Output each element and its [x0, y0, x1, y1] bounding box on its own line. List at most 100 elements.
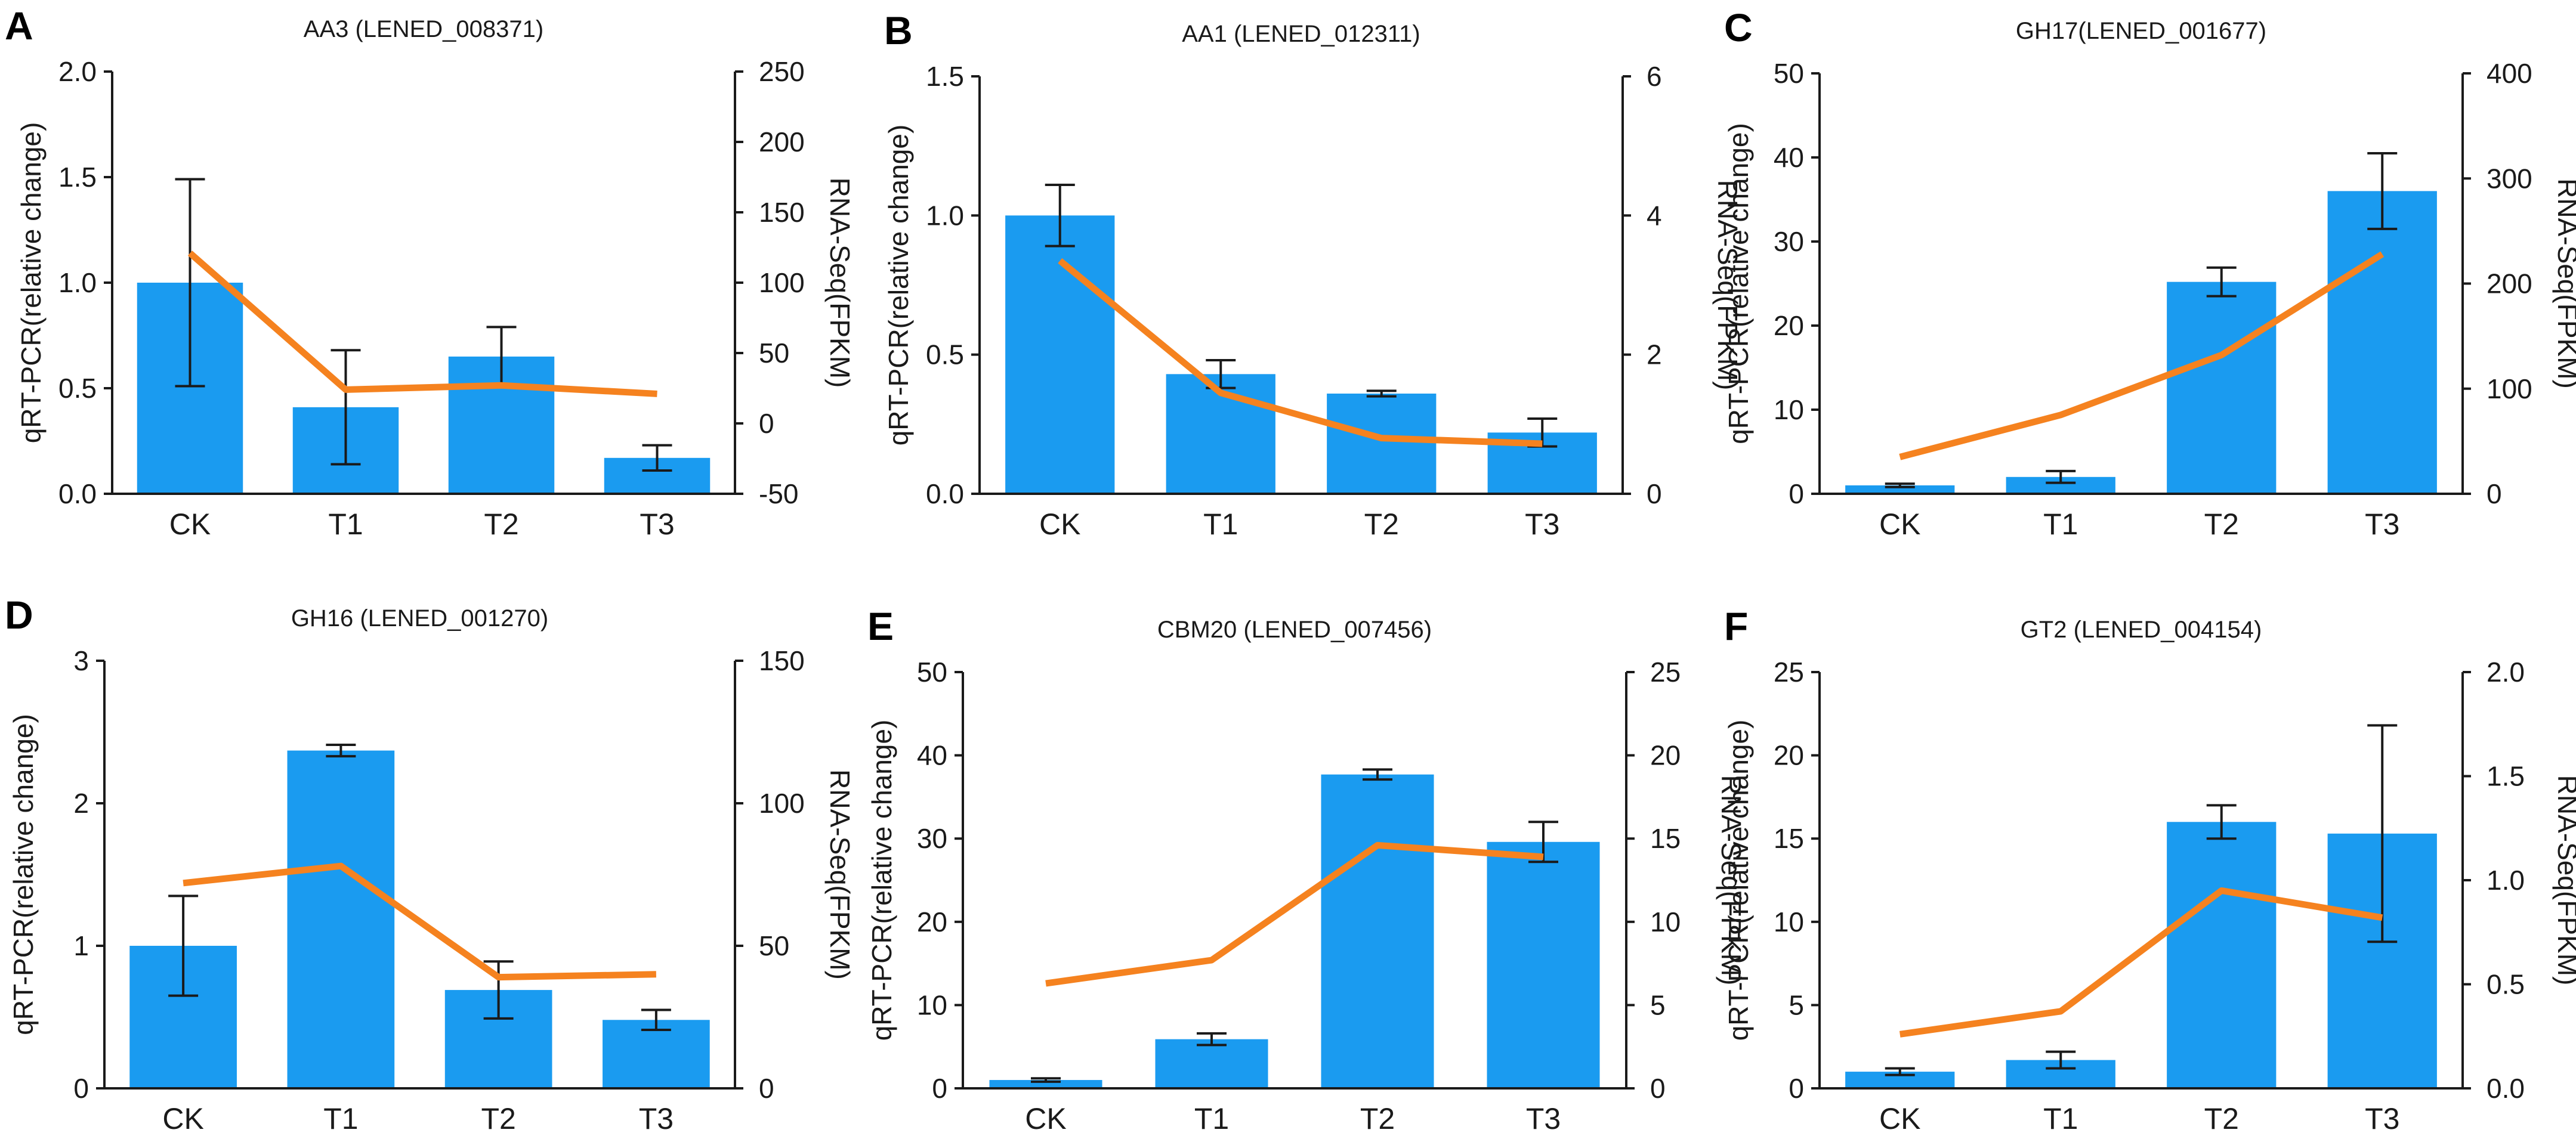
right-tick-label: 0: [2487, 478, 2502, 509]
bar-t3: [1487, 841, 1600, 1088]
left-tick-label: 3: [73, 645, 89, 676]
error-bar-ck: [1045, 184, 1075, 247]
bar-t2: [2167, 281, 2277, 494]
left-tick-label: 25: [1774, 657, 1804, 688]
error-bar-t2: [1366, 389, 1397, 398]
left-tick-label: 15: [1774, 823, 1804, 854]
chart-title: GT2 (LENED_004154): [2021, 617, 2262, 643]
left-tick-label: 5: [1789, 989, 1804, 1020]
chart-panel-d: 0 1 2 3 0 50 100 150 CK T1 T2 T3 GH16 (LENED_001270)…: [5, 593, 855, 1135]
left-tick-label: 2.0: [58, 56, 97, 87]
y2-axis-title: RNA-Seq(FPKM): [2552, 775, 2576, 986]
rna-seq-line: [187, 250, 657, 397]
left-tick-label: 1: [73, 930, 89, 961]
left-tick-label: 0: [73, 1073, 89, 1104]
right-tick-label: 5: [1650, 989, 1666, 1020]
right-tick-label: 100: [759, 267, 805, 298]
x-tick-label: CK: [1039, 507, 1080, 541]
bar-t2: [2167, 822, 2277, 1088]
left-tick-label: 0.5: [926, 339, 964, 370]
right-tick-label: 400: [2487, 58, 2532, 89]
chart-panel-a: 0.0 0.5 1.0 1.5 2.0 -50 0 50 100 150 200 250 CK T1 T2 T…: [5, 4, 855, 541]
error-bar-t3: [642, 444, 672, 472]
right-tick-label: 200: [759, 126, 805, 157]
x-tick-label: CK: [169, 507, 211, 541]
bar-t1: [1155, 1039, 1268, 1088]
error-bar-t3: [2367, 151, 2398, 230]
rna-seq-line: [1045, 841, 1544, 987]
right-tick-label: 0: [759, 1073, 774, 1104]
left-tick-label: 30: [1774, 226, 1804, 257]
right-tick-label: 1.0: [2487, 865, 2525, 896]
right-tick-label: 150: [759, 197, 805, 228]
left-tick-label: 1.5: [58, 162, 97, 193]
x-tick-label: T1: [1194, 1102, 1229, 1135]
left-tick-label: 0.0: [926, 478, 964, 509]
left-tick-label: 40: [917, 740, 947, 771]
axes: [978, 76, 1624, 495]
bar-ck: [1005, 215, 1115, 494]
right-tick-label: 250: [759, 56, 805, 87]
chart-title: GH16 (LENED_001270): [291, 605, 548, 632]
y-axis-title: qRT-PCR(relative change): [8, 714, 39, 1035]
right-tick-label: 0: [1647, 478, 1662, 509]
panel-label: D: [5, 593, 33, 637]
error-bar-t2: [2206, 804, 2237, 840]
x-tick-label: T3: [639, 1102, 674, 1135]
right-tick-label: 0: [759, 408, 774, 439]
x-tick-label: T1: [328, 507, 363, 541]
y-axis-title: qRT-PCR(relative change): [883, 125, 914, 446]
chart-panel-e: 0 10 20 30 40 50 0 5 10 15 20 25 CK T1 T2 T3 CBM20 (LENE…: [866, 604, 1747, 1135]
bar-ck: [989, 1080, 1102, 1088]
error-bar-t1: [2046, 469, 2076, 484]
right-tick-label: 200: [2487, 268, 2532, 299]
right-tick-label: 50: [759, 930, 789, 961]
left-tick-label: 0.0: [58, 478, 97, 509]
x-tick-label: T1: [1203, 507, 1238, 541]
right-tick-label: 100: [2487, 373, 2532, 404]
error-bar-t2: [483, 960, 514, 1020]
left-tick-label: 20: [1774, 310, 1804, 341]
chart-panel-f: 0 5 10 15 20 25 0.0 0.5 1.0 1.5 2.0 CK T1 T2 T3 GT2 (LE…: [1723, 604, 2576, 1135]
y-axis-title: qRT-PCR(relative change): [866, 720, 897, 1041]
panel-label: F: [1724, 604, 1748, 648]
x-tick-label: T3: [2365, 1102, 2399, 1135]
left-tick-label: 0: [932, 1073, 947, 1104]
panel-label: B: [884, 8, 913, 52]
left-tick-label: 50: [917, 657, 947, 688]
x-tick-label: T2: [1360, 1102, 1395, 1135]
right-tick-label: 100: [759, 788, 805, 819]
x-tick-label: T2: [481, 1102, 515, 1135]
right-tick-label: 0.0: [2487, 1073, 2525, 1104]
y-axis-title: qRT-PCR(relative change): [1723, 720, 1754, 1041]
right-tick-label: 0.5: [2487, 969, 2525, 1000]
x-tick-label: CK: [1879, 507, 1920, 541]
x-tick-label: CK: [1025, 1102, 1066, 1135]
left-tick-label: 10: [1774, 394, 1804, 425]
y2-axis-title: RNA-Seq(FPKM): [1712, 180, 1743, 391]
y2-axis-title: RNA-Seq(FPKM): [2552, 178, 2576, 389]
x-tick-label: T2: [1364, 507, 1399, 541]
left-tick-label: 0: [1789, 1073, 1804, 1104]
y-axis-title: qRT-PCR(relative change): [1723, 123, 1754, 444]
left-tick-label: 50: [1774, 58, 1804, 89]
panel-label: C: [1724, 5, 1753, 49]
x-tick-label: CK: [162, 1102, 203, 1135]
left-tick-label: 1.0: [926, 200, 964, 231]
left-tick-label: 1.0: [58, 267, 97, 298]
x-tick-label: T2: [484, 507, 518, 541]
y-axis-title: qRT-PCR(relative change): [16, 122, 47, 444]
panel-label: A: [5, 4, 33, 48]
right-tick-label: 300: [2487, 163, 2532, 194]
left-tick-label: 2: [73, 788, 89, 819]
right-tick-label: 25: [1650, 657, 1681, 688]
right-tick-label: 10: [1650, 906, 1681, 937]
error-bar-ck: [1031, 1077, 1061, 1083]
error-bar-t1: [2046, 1050, 2076, 1070]
bar-t3: [603, 1020, 710, 1088]
y2-axis-title: RNA-Seq(FPKM): [824, 769, 855, 980]
right-tick-label: 4: [1647, 200, 1662, 231]
left-tick-label: 10: [1774, 906, 1804, 937]
right-tick-label: 20: [1650, 740, 1681, 771]
